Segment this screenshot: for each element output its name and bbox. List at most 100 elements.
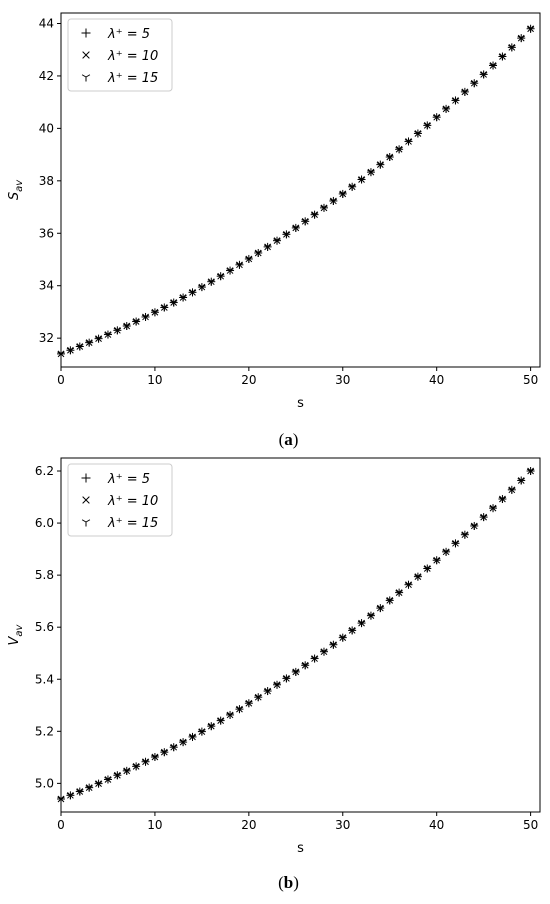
data-point [123, 768, 131, 775]
data-point [442, 106, 450, 113]
data-point [132, 763, 140, 771]
data-point [320, 205, 328, 212]
data-point [245, 700, 253, 708]
data-point [207, 723, 216, 731]
caption-letter: a [284, 430, 293, 449]
data-point [132, 319, 140, 326]
data-point [85, 340, 93, 347]
data-point [310, 212, 319, 219]
x-tick-label: 30 [335, 818, 350, 832]
data-point [329, 198, 338, 205]
y-tick-label: 38 [39, 174, 54, 188]
y-tick-label: 5.4 [35, 672, 54, 686]
data-point [85, 785, 93, 792]
data-point [339, 635, 347, 642]
data-point [320, 649, 328, 656]
data-point [235, 262, 244, 269]
data-point [216, 273, 225, 281]
data-point [479, 71, 488, 79]
data-point [169, 744, 178, 752]
legend-marker-3 [81, 519, 91, 527]
y-tick-label: 32 [39, 331, 54, 345]
data-point [169, 300, 178, 307]
legend-label-3: λ⁺ = 15 [107, 71, 158, 86]
data-point [76, 789, 84, 796]
legend-marker-2 [82, 496, 90, 504]
y-tick-label: 44 [39, 16, 54, 30]
data-point [508, 44, 516, 52]
x-tick-label: 50 [523, 818, 538, 832]
x-tick-label: 40 [429, 818, 444, 832]
data-point [94, 336, 103, 343]
data-point [273, 238, 281, 245]
data-point [508, 487, 516, 494]
data-point [442, 549, 450, 556]
data-point [461, 89, 469, 96]
y-tick-label: 6.2 [35, 464, 54, 478]
data-point [207, 279, 216, 286]
y-tick-label: 34 [39, 279, 54, 293]
y-tick-label: 5.2 [35, 724, 54, 738]
data-point [245, 256, 253, 263]
data-point [301, 218, 309, 226]
data-point [113, 327, 122, 335]
data-point [66, 792, 75, 800]
y-axis-label-main: V [7, 635, 22, 645]
x-axis-label: s [297, 841, 304, 856]
x-tick-label: 10 [147, 373, 162, 387]
data-point [517, 35, 525, 43]
chart-panel-a: 0 10 20 30 40 50 32 34 36 38 40 42 44 s Sav λ⁺ = 5 λ⁺ = … [7, 12, 541, 449]
data-point [263, 244, 272, 251]
data-point [216, 718, 225, 725]
data-point [451, 97, 460, 105]
data-point [461, 532, 469, 539]
legend-marker-3 [81, 74, 91, 82]
data-point [301, 662, 309, 670]
caption-close: ) [293, 430, 299, 449]
x-tick-label: 20 [241, 373, 256, 387]
data-point [376, 605, 385, 613]
data-point [385, 154, 394, 162]
y-axis-label: Vav [7, 623, 25, 645]
data-point [226, 268, 234, 275]
data-point [282, 231, 291, 239]
data-point [470, 523, 478, 530]
legend-label-3: λ⁺ = 15 [107, 516, 158, 531]
data-point [526, 468, 535, 476]
data-point [94, 781, 103, 788]
data-point [498, 54, 507, 61]
legend-marker-2 [82, 51, 90, 59]
data-point [414, 131, 422, 138]
data-point [226, 712, 234, 719]
data-point [414, 574, 422, 581]
data-point [423, 566, 432, 573]
data-point [263, 688, 272, 696]
data-point [282, 675, 291, 683]
y-axis-label-subscript: av [14, 179, 25, 192]
data-point [160, 749, 169, 757]
plot-frame [60, 457, 541, 813]
data-point [395, 146, 403, 154]
legend-label-1: λ⁺ = 5 [107, 27, 150, 42]
data-point [404, 138, 413, 146]
data-point [188, 734, 197, 741]
data-point [367, 169, 375, 177]
data-point [104, 777, 112, 784]
legend-marker-1 [81, 28, 91, 38]
data-point [123, 323, 131, 330]
series-3 [57, 26, 535, 358]
data-point [151, 754, 159, 762]
data-point [151, 309, 159, 317]
legend-label-1: λ⁺ = 5 [107, 472, 150, 487]
y-tick-label: 36 [39, 226, 54, 240]
data-point [198, 729, 206, 736]
x-tick-label: 0 [57, 818, 65, 832]
y-tick-label: 40 [39, 121, 54, 135]
x-tick-label: 40 [429, 373, 444, 387]
caption-open: ( [279, 430, 285, 449]
y-axis-label-subscript: av [14, 623, 25, 636]
data-point [254, 694, 262, 702]
data-point [357, 620, 366, 628]
x-axis-label: s [297, 396, 304, 411]
